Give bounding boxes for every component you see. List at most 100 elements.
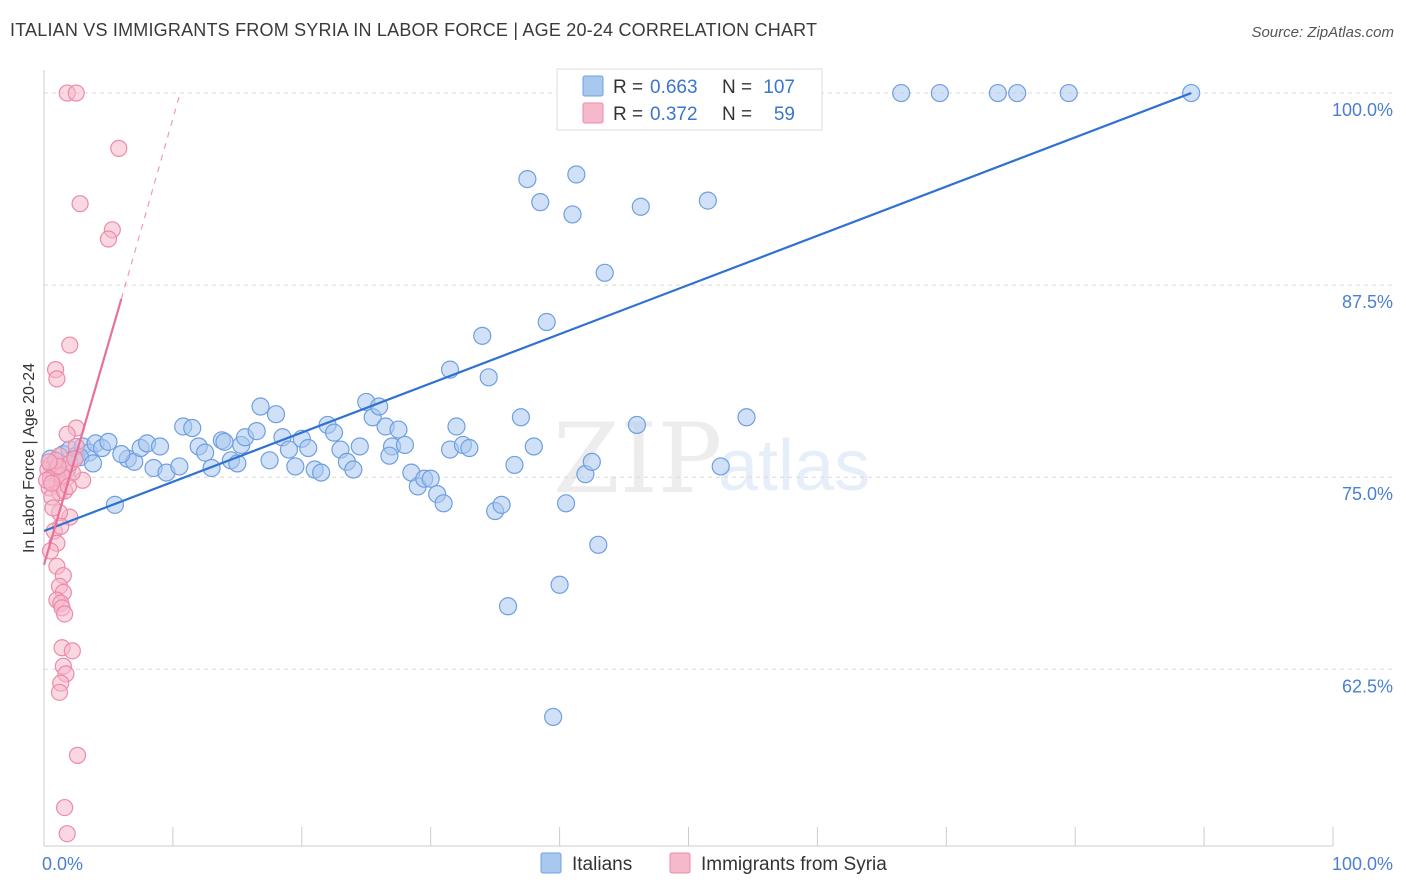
italians-point [279,440,299,459]
syria-trend-line-extension [120,95,180,300]
italians-point [544,707,563,727]
legend-r-value-italians: 0.663 [650,77,698,98]
watermark-atlas: atlas [718,426,870,506]
bottom-legend-swatch-italians [540,852,562,874]
legend-swatch-syria [582,102,604,124]
legend-n-label-italians: N = [722,77,752,98]
italians-point [988,83,1007,103]
italians-point [434,494,453,513]
italians-point [563,205,582,224]
legend-n-value-syria: 59 [774,104,795,125]
italians-point [260,451,279,470]
syria-point [56,798,74,817]
x-tick-label-min: 0.0% [42,854,83,874]
italians-point [266,405,286,424]
italians-point [170,457,189,476]
bottom-legend: Italians Immigrants from Syria [540,852,887,875]
syria-trend-line [42,298,123,566]
italians-point [524,437,543,456]
italians-point [498,597,518,616]
italians-point [511,408,531,427]
italians-point [589,535,608,554]
bottom-legend-label-syria: Immigrants from Syria [701,854,887,875]
italians-point [537,312,556,332]
y-tick-label: 75.0% [1342,484,1393,504]
italians-point [150,437,170,456]
italians-point [344,460,363,479]
syria-point [99,230,118,248]
italians-point [112,445,131,464]
y-tick-label: 87.5% [1342,292,1393,312]
syria-point [61,336,79,354]
syria-point [56,605,74,623]
italians-point [421,469,440,488]
syria-point [110,139,128,157]
italians-point [930,83,949,103]
italians-point [183,418,202,438]
syria-point [50,683,69,701]
italians-point [737,408,756,427]
syria-point [71,195,89,213]
syria-point [58,425,76,443]
y-tick-labels: 100.0% 87.5% 75.0% 62.5% [1332,100,1393,696]
italians-point [215,432,234,451]
y-tick-label: 62.5% [1342,676,1393,696]
italians-point [312,463,331,482]
legend-r-label-italians: R = [613,77,643,98]
italians-point [550,575,569,594]
trend-lines [42,92,1192,566]
italians-point [380,446,399,465]
italians-point [99,432,118,451]
italians-point [286,457,305,476]
italians-point [251,397,270,416]
bottom-legend-label-italians: Italians [572,854,632,875]
italians-point [505,455,524,475]
italians-point [698,191,717,210]
italians-point [892,83,911,103]
chart-title: ITALIAN VS IMMIGRANTS FROM SYRIA IN LABO… [10,20,818,40]
italians-point [395,435,415,455]
italians-point [350,437,369,456]
italians-point [567,165,586,184]
italians-point [447,417,466,436]
syria-point [58,825,76,843]
legend: R = 0.663 N = 107 R = 0.372 N = 59 [556,68,823,131]
italians-point [479,368,498,387]
italians-point [473,326,492,345]
italians-point [389,420,408,439]
italians-point [1059,83,1078,103]
italians-trend-line [43,92,1192,533]
gridlines [44,92,1393,670]
syria-point [40,453,58,471]
syria-point [67,84,85,102]
source-credit: Source: ZipAtlas.com [1251,24,1394,41]
italians-point [631,197,650,216]
x-tick-label-max: 100.0% [1332,854,1393,874]
syria-point [48,370,66,388]
italians-point [196,443,215,462]
syria-point [68,746,87,764]
legend-r-label-syria: R = [613,104,643,125]
italians-point [627,415,647,435]
series-syria [37,84,128,843]
watermark: ZIP atlas [553,403,870,515]
italians-point [531,193,550,212]
italians-point [299,438,318,458]
syria-point [63,642,81,660]
legend-n-label-syria: N = [722,104,752,125]
italians-point [711,457,730,476]
italians-point [595,263,614,282]
syria-point [43,474,61,492]
italians-point [492,495,511,514]
x-axis-ticks [43,827,1334,846]
italians-point [247,422,266,441]
italians-point [324,423,344,442]
legend-n-value-italians: 107 [763,77,795,98]
italians-point [1008,83,1027,103]
y-axis-label: In Labor Force | Age 20-24 [21,363,38,553]
italians-point [556,494,576,513]
y-tick-label: 100.0% [1332,100,1393,120]
legend-r-value-syria: 0.372 [650,104,698,125]
italians-point [83,454,103,473]
